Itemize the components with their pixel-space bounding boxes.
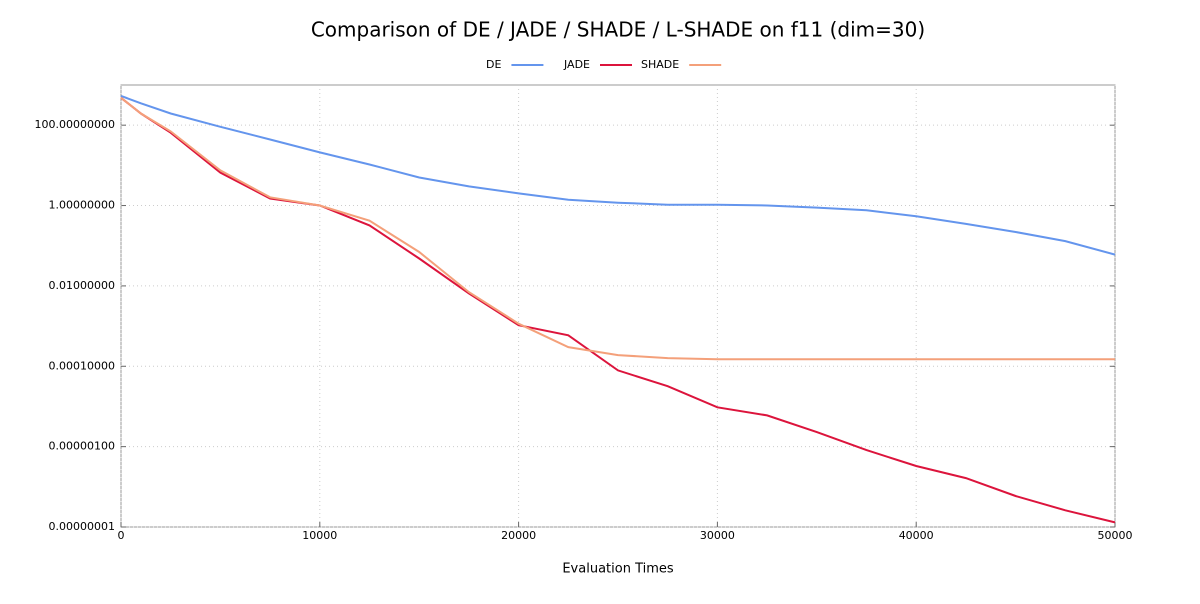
y-tick-label: 1.00000000 <box>49 199 115 212</box>
series-line <box>120 97 1116 524</box>
x-axis-label: Evaluation Times <box>562 562 674 577</box>
y-tick-label: 100.00000000 <box>35 118 115 131</box>
x-tick-label: 40000 <box>899 529 934 542</box>
x-tick-label: 10000 <box>302 529 337 542</box>
series-line <box>120 94 1116 256</box>
x-tick-label: 30000 <box>700 529 735 542</box>
series-line <box>120 97 1115 361</box>
legend-label: DE <box>486 58 501 71</box>
x-tick-label: 20000 <box>501 529 536 542</box>
y-tick-label: 0.01000000 <box>49 279 115 292</box>
legend-label: JADE <box>563 58 590 71</box>
plot-frame <box>120 84 1116 528</box>
x-tick-label: 50000 <box>1098 529 1133 542</box>
chart-title: Comparison of DE / JADE / SHADE / L-SHAD… <box>311 18 925 42</box>
x-tick-label: 0 <box>118 529 125 542</box>
legend-label: SHADE <box>641 58 679 71</box>
y-tick-label: 0.00010000 <box>49 359 115 372</box>
y-tick-label: 0.00000001 <box>49 520 115 533</box>
y-tick-label: 0.00000100 <box>49 440 115 453</box>
